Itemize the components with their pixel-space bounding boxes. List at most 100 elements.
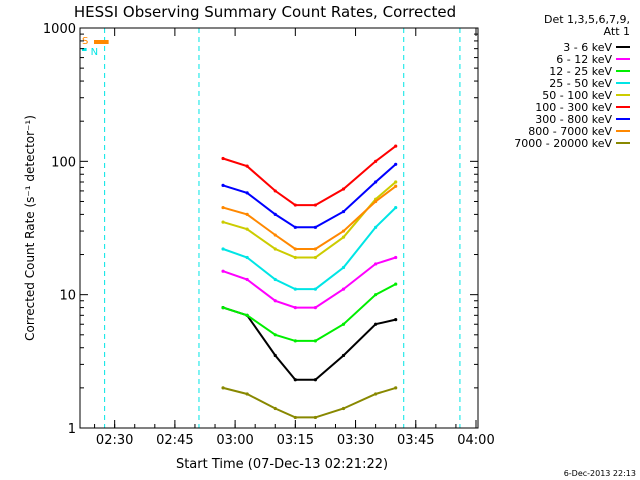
series-point-5 <box>374 159 378 163</box>
x-tick-label: 03:00 <box>216 433 253 448</box>
series-point-6 <box>313 225 318 229</box>
s-flag-bar <box>94 40 109 44</box>
x-tick-label: 02:45 <box>156 433 193 448</box>
y-tick-label: 1000 <box>43 22 76 37</box>
legend-label-0: 3 - 6 keV <box>563 41 612 54</box>
series-line-6 <box>222 163 397 229</box>
series-point-3 <box>394 205 398 210</box>
legend-label-6: 300 - 800 keV <box>535 113 612 126</box>
series-point-3 <box>374 225 378 229</box>
series-point-2 <box>313 339 318 343</box>
series-point-6 <box>221 183 225 187</box>
series-line-1 <box>222 256 397 309</box>
plot-frame <box>79 27 479 429</box>
series-point-6 <box>293 225 297 229</box>
series-point-6 <box>394 162 398 166</box>
series-point-0 <box>313 378 318 382</box>
series-point-4 <box>341 235 346 239</box>
series-point-3 <box>245 255 249 260</box>
series-point-5 <box>394 144 398 148</box>
series-point-7 <box>313 247 318 251</box>
series-point-6 <box>245 191 249 195</box>
series-point-2 <box>374 293 378 297</box>
series-point-7 <box>293 247 297 251</box>
n-flag-label: N <box>91 47 98 58</box>
n-flag-bar <box>82 48 87 51</box>
legend-label-7: 800 - 7000 keV <box>528 125 612 138</box>
series-point-7 <box>394 184 398 188</box>
s-flag-label: S <box>82 36 88 47</box>
series-point-4 <box>293 255 297 260</box>
legend-label-1: 6 - 12 keV <box>556 53 612 66</box>
series-point-5 <box>221 156 225 161</box>
legend-header: Det 1,3,5,6,7,9, <box>544 13 630 26</box>
timestamp: 6-Dec-2013 22:13 <box>564 469 636 478</box>
series-point-5 <box>293 203 297 207</box>
series-line-0 <box>222 306 396 381</box>
series-point-8 <box>273 406 277 411</box>
series-point-3 <box>273 277 277 282</box>
series-point-1 <box>273 299 277 303</box>
series-point-6 <box>341 209 346 214</box>
x-tick-label: 04:00 <box>457 433 494 448</box>
y-axis-label: Corrected Count Rate (s⁻¹ detector⁻¹) <box>23 115 37 341</box>
series-point-1 <box>394 255 398 260</box>
x-tick-label: 03:45 <box>397 433 434 448</box>
series-point-2 <box>221 305 225 310</box>
series-line-7 <box>222 185 397 250</box>
series-line-5 <box>222 145 397 207</box>
series-point-7 <box>245 212 249 216</box>
series-point-7 <box>374 199 378 204</box>
series-point-8 <box>221 386 225 390</box>
series-point-1 <box>221 269 225 273</box>
series-point-5 <box>313 203 318 207</box>
legend-label-2: 12 - 25 keV <box>549 65 612 78</box>
y-tick-label: 100 <box>51 155 76 170</box>
chart-title: HESSI Observing Summary Count Rates, Cor… <box>74 3 456 21</box>
series-point-2 <box>273 333 277 337</box>
series-point-7 <box>221 205 225 210</box>
legend-label-3: 25 - 50 keV <box>549 77 612 90</box>
series-point-0 <box>273 353 277 358</box>
series-point-2 <box>293 339 297 343</box>
series-point-8 <box>293 415 297 420</box>
series-point-0 <box>293 378 297 382</box>
series-point-4 <box>221 220 225 224</box>
series-point-6 <box>273 212 277 216</box>
series-point-8 <box>341 406 346 411</box>
series-point-8 <box>394 386 398 390</box>
series-point-1 <box>313 305 318 310</box>
axes: 02:30 02:45 03:00 03:15 03:30 03:45 04:00 1 10 10… <box>43 22 495 448</box>
series-point-4 <box>394 180 398 184</box>
series-point-1 <box>245 277 249 282</box>
series-point-7 <box>341 229 346 233</box>
legend-label-8: 7000 - 20000 keV <box>514 137 612 150</box>
series-line-3 <box>222 206 397 291</box>
x-tick-label: 02:30 <box>96 433 133 448</box>
series-point-3 <box>221 247 225 251</box>
plot-area <box>221 144 398 420</box>
legend-label-5: 100 - 300 keV <box>535 101 612 114</box>
series-point-4 <box>245 227 249 231</box>
x-tick-label: 03:30 <box>337 433 374 448</box>
series-point-5 <box>273 189 277 193</box>
series-point-0 <box>374 322 378 326</box>
series-point-8 <box>313 415 318 420</box>
series-point-2 <box>394 282 398 286</box>
series-point-4 <box>273 247 277 251</box>
series-point-4 <box>313 255 318 260</box>
series-point-6 <box>374 180 378 184</box>
series-point-0 <box>394 318 398 322</box>
series-point-1 <box>293 305 297 310</box>
series-point-8 <box>374 392 378 396</box>
y-tick-label: 10 <box>59 289 76 304</box>
observing-flags: SN <box>82 28 461 428</box>
series-point-1 <box>341 287 346 291</box>
x-tick-label: 03:15 <box>277 433 314 448</box>
series-point-2 <box>245 313 249 317</box>
series-point-0 <box>341 353 346 358</box>
series-point-8 <box>245 392 249 396</box>
series-point-1 <box>374 262 378 266</box>
series-point-5 <box>341 187 346 191</box>
